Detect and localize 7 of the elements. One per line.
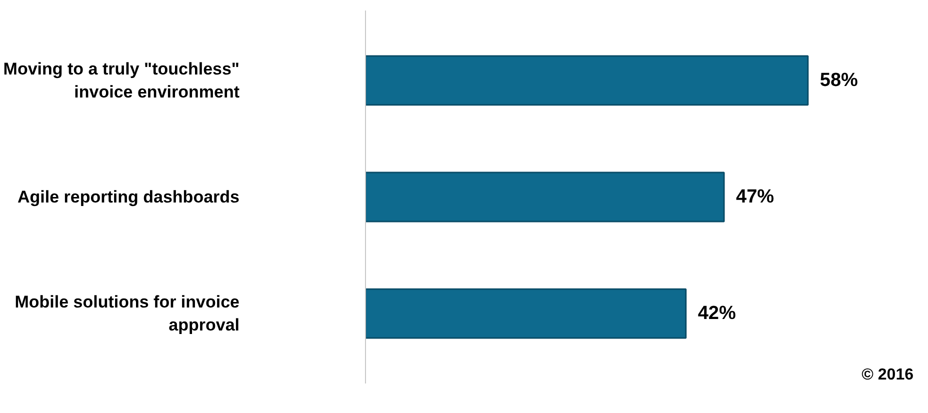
y-tick-label: Mobile solutions for invoice approval xyxy=(14,292,240,334)
data-label: 58% xyxy=(820,70,858,91)
data-label: 42% xyxy=(698,303,736,324)
y-tick-label: Agile reporting dashboards xyxy=(18,188,240,206)
text: © 2016 xyxy=(862,366,914,384)
data-label: 47% xyxy=(736,186,774,208)
y-tick-label: Moving to a truly "touchless" invoice environment xyxy=(3,60,240,102)
